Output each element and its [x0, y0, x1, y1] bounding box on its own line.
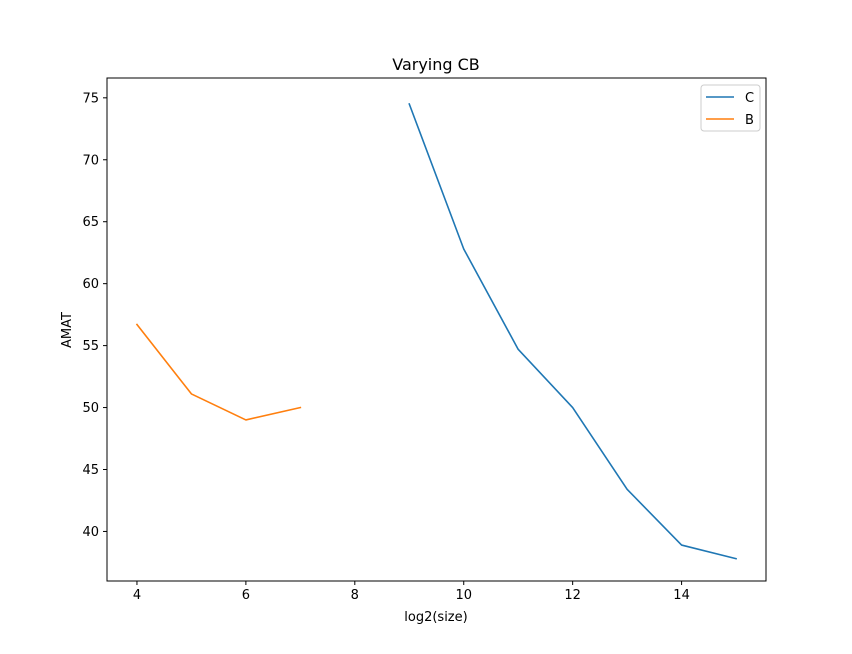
- y-tick-label: 60: [82, 277, 99, 292]
- plot-frame: [106, 77, 767, 582]
- plot-area: [106, 77, 767, 582]
- legend: CB: [700, 84, 761, 132]
- x-tick-label: 12: [564, 588, 581, 603]
- y-tick-label: 65: [82, 215, 99, 230]
- y-tick-label: 45: [82, 463, 99, 478]
- x-tick-label: 10: [455, 588, 472, 603]
- legend-label-c: C: [745, 91, 754, 106]
- y-axis: 40 45 50 55 60 65 70 75: [82, 91, 107, 540]
- series-lines: [135, 102, 738, 560]
- x-tick-label: 8: [351, 588, 359, 603]
- x-tick-label: 6: [242, 588, 250, 603]
- series-line-b: [135, 323, 302, 421]
- x-axis-title: log2(size): [404, 610, 467, 625]
- series-line-c: [408, 102, 738, 560]
- x-tick-label: 14: [673, 588, 690, 603]
- y-tick-label: 50: [82, 401, 99, 416]
- y-axis-title: AMAT: [60, 312, 75, 348]
- y-tick-label: 75: [82, 91, 99, 106]
- x-axis: 4 6 8 10 12 14: [133, 581, 690, 603]
- y-tick-label: 55: [82, 339, 99, 354]
- x-tick-label: 4: [133, 588, 141, 603]
- legend-label-b: B: [745, 113, 754, 128]
- y-tick-label: 40: [82, 525, 99, 540]
- chart-title: Varying CB: [392, 55, 480, 74]
- y-tick-label: 70: [82, 153, 99, 168]
